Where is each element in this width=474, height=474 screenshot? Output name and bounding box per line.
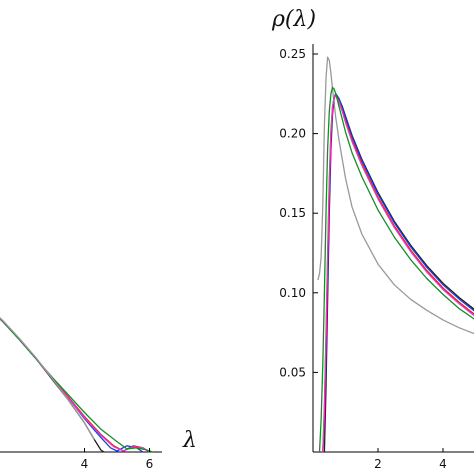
left-series-5	[0, 317, 153, 453]
left-series-2	[0, 317, 144, 453]
right-series-6	[318, 86, 474, 453]
right-y-ticks: 0.05 0.10 0.15 0.20 0.25	[279, 47, 318, 379]
left-series-6	[0, 316, 95, 440]
left-series-4	[0, 317, 150, 453]
right-y-tick-label-5: 0.25	[279, 47, 306, 61]
left-x-axis-label: λ	[182, 428, 197, 453]
left-x-tick-label-1: 4	[81, 457, 89, 471]
left-curves	[0, 316, 153, 453]
left-series-1	[0, 317, 105, 453]
left-series-3	[0, 317, 150, 453]
right-y-tick-label-2: 0.10	[279, 286, 306, 300]
left-x-tick-label-2: 6	[146, 457, 154, 471]
right-series-3	[322, 93, 474, 453]
right-curves	[317, 56, 474, 453]
right-y-tick-label-1: 0.05	[279, 365, 306, 379]
right-y-tick-label-4: 0.20	[279, 127, 306, 141]
right-y-axis-label: ρ(λ)	[271, 7, 316, 32]
right-series-1	[317, 56, 474, 335]
right-series-5	[322, 94, 474, 453]
right-series-4	[322, 94, 474, 453]
right-series-2	[323, 93, 474, 453]
right-x-tick-label-2: 4	[439, 457, 447, 471]
right-x-tick-label-1: 2	[374, 457, 382, 471]
right-y-tick-label-3: 0.15	[279, 206, 306, 220]
